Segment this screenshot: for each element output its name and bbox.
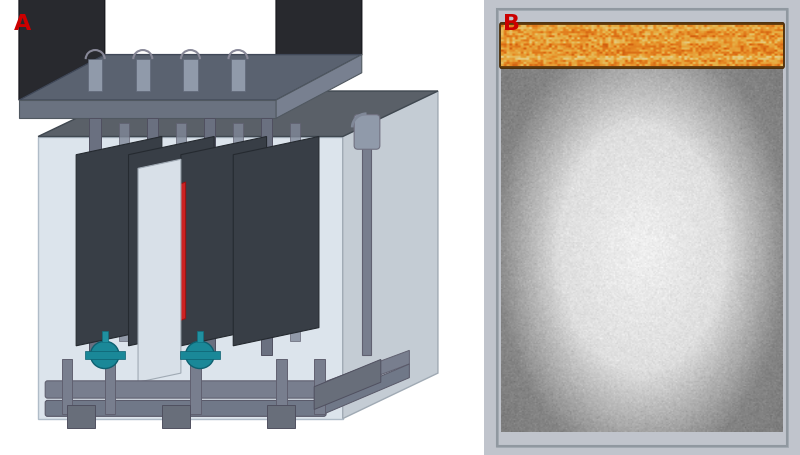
Bar	[266, 405, 295, 428]
Bar	[105, 359, 115, 414]
Polygon shape	[19, 55, 362, 100]
Polygon shape	[234, 136, 319, 346]
Polygon shape	[324, 350, 410, 396]
Polygon shape	[19, 100, 276, 118]
FancyBboxPatch shape	[354, 115, 380, 149]
Bar	[276, 359, 286, 414]
Bar	[180, 351, 220, 359]
Bar	[204, 118, 215, 355]
Text: A: A	[14, 14, 31, 34]
Polygon shape	[276, 55, 362, 118]
Polygon shape	[38, 91, 438, 136]
Polygon shape	[138, 159, 181, 382]
Bar	[362, 118, 371, 355]
Bar	[85, 351, 125, 359]
Circle shape	[186, 341, 214, 369]
Polygon shape	[181, 136, 266, 346]
Bar	[190, 359, 201, 414]
Bar	[90, 118, 101, 355]
Bar	[261, 118, 272, 355]
Polygon shape	[314, 359, 381, 410]
Polygon shape	[38, 136, 342, 419]
Bar	[62, 359, 72, 414]
Circle shape	[90, 341, 119, 369]
Bar	[119, 123, 129, 341]
Bar	[136, 59, 150, 91]
Bar	[88, 59, 102, 91]
Text: B: B	[503, 14, 520, 34]
Polygon shape	[162, 182, 186, 328]
Bar	[183, 59, 198, 91]
FancyBboxPatch shape	[46, 400, 326, 416]
Bar	[197, 331, 202, 342]
Polygon shape	[324, 364, 410, 414]
Bar	[234, 123, 242, 341]
Polygon shape	[19, 0, 105, 100]
Polygon shape	[276, 0, 362, 100]
FancyBboxPatch shape	[500, 23, 784, 68]
Polygon shape	[76, 136, 162, 346]
Bar	[290, 123, 300, 341]
Bar	[314, 359, 325, 414]
Bar	[66, 405, 95, 428]
Polygon shape	[129, 136, 214, 346]
Bar	[162, 405, 190, 428]
FancyBboxPatch shape	[46, 381, 326, 398]
Bar	[146, 118, 158, 355]
Polygon shape	[342, 91, 438, 419]
Bar	[176, 123, 186, 341]
Bar	[102, 331, 107, 342]
Bar	[231, 59, 245, 91]
